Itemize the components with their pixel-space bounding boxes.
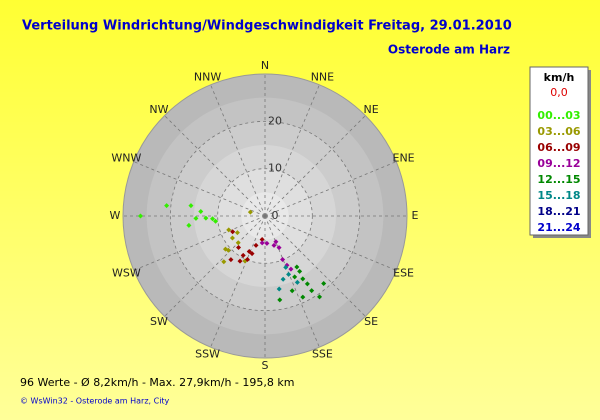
data-point xyxy=(286,271,292,277)
r-tick-label: 0 xyxy=(272,209,279,222)
data-point xyxy=(294,279,300,285)
legend-entry: 09...12 xyxy=(537,157,580,170)
data-point xyxy=(228,257,234,263)
direction-label: E xyxy=(412,209,419,222)
polar-plot: N NNE NE ENE E ESE SE SSE S SSW SW WSW W WNW NW NNW 0 10 2… xyxy=(110,59,419,372)
legend-entry: 00...03 xyxy=(537,109,580,122)
data-point xyxy=(259,240,265,246)
data-point xyxy=(276,245,282,251)
legend-entry: 21...24 xyxy=(537,221,580,234)
data-point xyxy=(283,264,289,270)
data-point xyxy=(300,276,306,282)
data-point xyxy=(213,218,219,224)
data-point xyxy=(321,281,327,287)
legend-box xyxy=(529,66,589,236)
direction-label: N xyxy=(261,59,269,72)
legend-entry: 12...15 xyxy=(537,173,580,186)
data-point xyxy=(264,240,270,246)
data-point xyxy=(276,286,282,292)
grid-ring xyxy=(217,168,313,264)
direction-label: W xyxy=(110,209,121,222)
r-tick-label: 10 xyxy=(268,162,282,175)
direction-label: SE xyxy=(364,315,378,328)
footer: 96 Werte - Ø 8,2km/h - Max. 27,9km/h - 1… xyxy=(20,376,294,389)
data-point xyxy=(300,294,306,300)
data-point xyxy=(138,213,144,219)
direction-label: ENE xyxy=(393,152,415,165)
data-point xyxy=(247,209,253,215)
data-point xyxy=(186,222,192,228)
legend-entry: 03...06 xyxy=(537,125,580,138)
data-point xyxy=(273,239,279,245)
direction-label: NW xyxy=(149,103,168,116)
data-point xyxy=(236,245,242,251)
data-point xyxy=(235,240,241,246)
data-point xyxy=(237,258,243,264)
r-tick-label: 20 xyxy=(268,114,282,127)
data-point xyxy=(240,252,246,258)
grid-ring xyxy=(169,120,361,312)
data-point xyxy=(259,236,265,242)
direction-label: ESE xyxy=(393,266,414,279)
direction-label: NNE xyxy=(311,70,334,83)
legend-entry: 15...18 xyxy=(537,189,580,202)
legend-title: km/h xyxy=(544,71,575,84)
data-point xyxy=(309,288,315,294)
data-point xyxy=(304,281,310,287)
direction-label: SSE xyxy=(312,348,333,361)
data-point xyxy=(288,266,294,272)
data-point xyxy=(188,203,194,209)
data-point xyxy=(277,297,283,303)
data-point xyxy=(280,256,286,262)
data-point xyxy=(221,259,227,265)
legend-entry: 18...21 xyxy=(537,205,580,218)
data-point xyxy=(198,209,204,215)
data-point xyxy=(229,235,235,241)
data-point xyxy=(246,248,252,254)
direction-label: SSW xyxy=(195,348,220,361)
data-point xyxy=(230,229,236,235)
data-point xyxy=(294,264,300,270)
direction-label: NNW xyxy=(194,70,221,83)
data-point xyxy=(210,216,216,222)
data-point xyxy=(297,268,303,274)
data-point xyxy=(164,203,170,209)
data-point xyxy=(289,288,295,294)
chart-subtitle: Osterode am Harz xyxy=(388,43,510,57)
legend-entry: 06...09 xyxy=(537,141,580,154)
calm-label: 0,0 xyxy=(550,86,568,99)
data-point xyxy=(317,294,323,300)
data-point xyxy=(292,274,298,280)
direction-label: WNW xyxy=(111,152,141,165)
copyright: © WsWin32 - Osterode am Harz, City xyxy=(20,397,170,406)
data-point xyxy=(271,242,277,248)
data-point xyxy=(234,230,240,236)
chart-title: Verteilung Windrichtung/Windgeschwindigk… xyxy=(22,19,512,34)
data-point xyxy=(193,215,199,221)
direction-label: SW xyxy=(150,315,168,328)
direction-label: S xyxy=(262,359,269,372)
data-point xyxy=(244,256,250,262)
data-point xyxy=(225,247,231,253)
direction-label: WSW xyxy=(112,266,141,279)
direction-label: NE xyxy=(363,103,378,116)
data-point xyxy=(203,215,209,221)
data-point xyxy=(226,227,232,233)
data-point xyxy=(280,276,286,282)
data-point xyxy=(253,242,259,248)
